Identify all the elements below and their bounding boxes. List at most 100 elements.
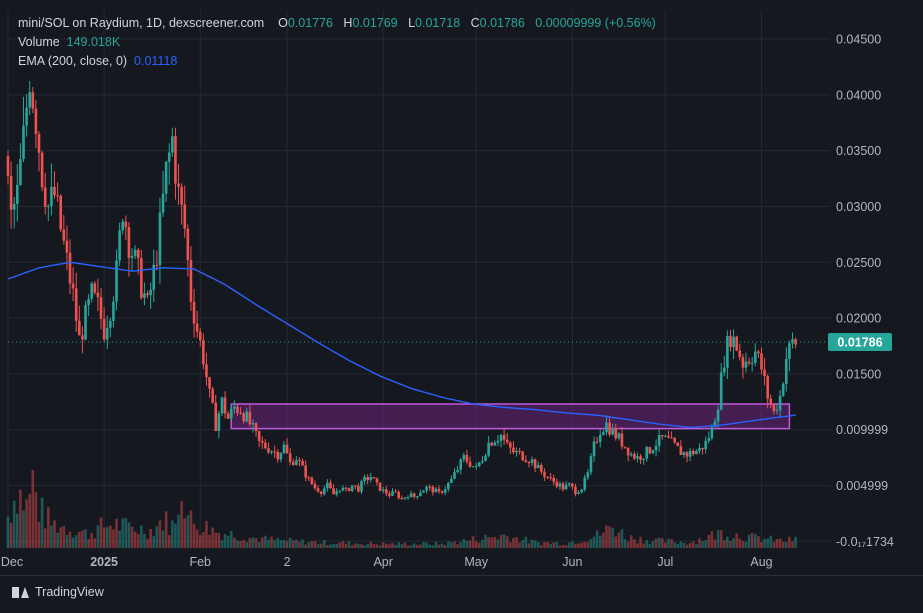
candle-body: [651, 450, 655, 454]
candle-body: [462, 454, 466, 460]
volume-bar: [329, 544, 332, 548]
volume-bar: [378, 545, 382, 548]
volume-bar: [428, 544, 432, 548]
candle-body: [264, 442, 267, 449]
volume-row[interactable]: Volume 149.018K: [18, 33, 656, 52]
volume-bar: [28, 493, 32, 548]
volume-bar: [558, 545, 562, 548]
volume-bar: [12, 500, 16, 548]
volume-bar: [53, 520, 56, 548]
candle-body: [316, 488, 320, 492]
volume-bar: [50, 525, 53, 548]
volume-bar: [468, 540, 472, 548]
candle-body: [468, 461, 472, 467]
volume-bar: [62, 526, 66, 548]
volume-bar: [400, 544, 404, 548]
x-tick-label: Aug: [750, 555, 772, 569]
volume-value: 149.018K: [66, 35, 121, 49]
volume-bar: [74, 535, 78, 548]
volume-bar: [447, 541, 450, 548]
volume-bar: [264, 535, 267, 548]
volume-bar: [99, 517, 103, 548]
candle-body: [353, 485, 357, 487]
candle-body: [155, 264, 159, 266]
ema-curve: [7, 261, 796, 429]
volume-bar: [499, 534, 503, 548]
price-axis[interactable]: 0.04500 0.04000 0.03500 0.03000 0.02500 0.020…: [836, 33, 894, 549]
volume-bar: [509, 542, 512, 548]
volume-bar: [273, 540, 276, 548]
candle-body: [133, 249, 137, 257]
volume-bar: [341, 541, 345, 548]
candle-body: [502, 435, 506, 440]
candle-body: [524, 460, 528, 463]
y-tick-label: 0.01500: [836, 367, 881, 381]
candle-body: [747, 361, 751, 364]
volume-bar: [406, 545, 410, 548]
x-tick-label: 2025: [90, 555, 118, 569]
volume-bar: [47, 507, 50, 548]
candle-body: [766, 376, 769, 399]
volume-bar: [347, 541, 351, 548]
volume-bar: [685, 544, 689, 548]
ema-row[interactable]: EMA (200, close, 0) 0.01118: [18, 52, 656, 71]
candle-body: [769, 398, 773, 405]
candle-body: [620, 433, 624, 447]
candle-body: [499, 435, 503, 441]
volume-bar: [37, 521, 41, 548]
candle-body: [388, 493, 391, 496]
volume-bar: [158, 520, 162, 548]
candle-body: [28, 92, 32, 108]
volume-bar: [766, 538, 769, 548]
volume-bar: [552, 542, 556, 548]
volume-bar: [639, 536, 642, 548]
volume-bar: [301, 539, 304, 548]
volume-bar: [412, 543, 416, 548]
tradingview-logo[interactable]: TradingView: [12, 585, 104, 599]
volume-bar: [567, 542, 571, 548]
candle-body: [84, 305, 87, 340]
volume-bar: [161, 530, 165, 548]
candle-body: [140, 258, 143, 298]
candle-body: [25, 107, 28, 126]
volume-bar: [487, 537, 490, 548]
volume-bar: [453, 541, 456, 548]
candle-body: [226, 413, 230, 419]
volume-bar: [701, 540, 704, 548]
volume-bar: [90, 533, 94, 548]
candle-body: [307, 477, 311, 479]
volume-bar: [437, 544, 441, 548]
volume-bar: [729, 540, 732, 548]
candle-body: [109, 320, 112, 328]
volume-bar: [152, 536, 156, 548]
volume-bar: [788, 536, 791, 548]
x-tick-label: Jun: [562, 555, 582, 569]
volume-bar: [285, 541, 289, 548]
candle-body: [642, 458, 645, 460]
volume-bar: [716, 530, 720, 548]
volume-bar: [211, 527, 214, 548]
symbol-title[interactable]: mini/SOL on Raydium, 1D, dexscreener.com: [18, 16, 265, 30]
time-axis[interactable]: Dec 2025 Feb 2 Apr May Jun Jul Aug: [1, 555, 773, 569]
candle-body: [22, 125, 25, 160]
volume-bar: [195, 529, 199, 548]
candle-body: [270, 451, 273, 453]
candlestick-chart[interactable]: 0.01786 0.04500 0.04000 0.03500 0.03000 0.02…: [0, 0, 923, 575]
candle-body: [372, 477, 376, 479]
y-tick-label: 0.009999: [836, 423, 888, 437]
low-value: 0.01718: [415, 16, 461, 30]
candle-body: [105, 327, 109, 340]
volume-bar: [295, 539, 298, 548]
last-price-tag: [828, 332, 892, 351]
candle-body: [78, 320, 81, 336]
candle-body: [378, 482, 382, 491]
candle-body: [639, 456, 642, 460]
candle-body: [571, 483, 574, 487]
candle-body: [577, 492, 580, 494]
candle-body: [623, 446, 627, 448]
volume-bar: [589, 539, 593, 548]
candle-body: [174, 136, 177, 184]
volume-bar: [357, 543, 360, 548]
candle-body: [177, 183, 180, 187]
candle-body: [282, 444, 286, 454]
